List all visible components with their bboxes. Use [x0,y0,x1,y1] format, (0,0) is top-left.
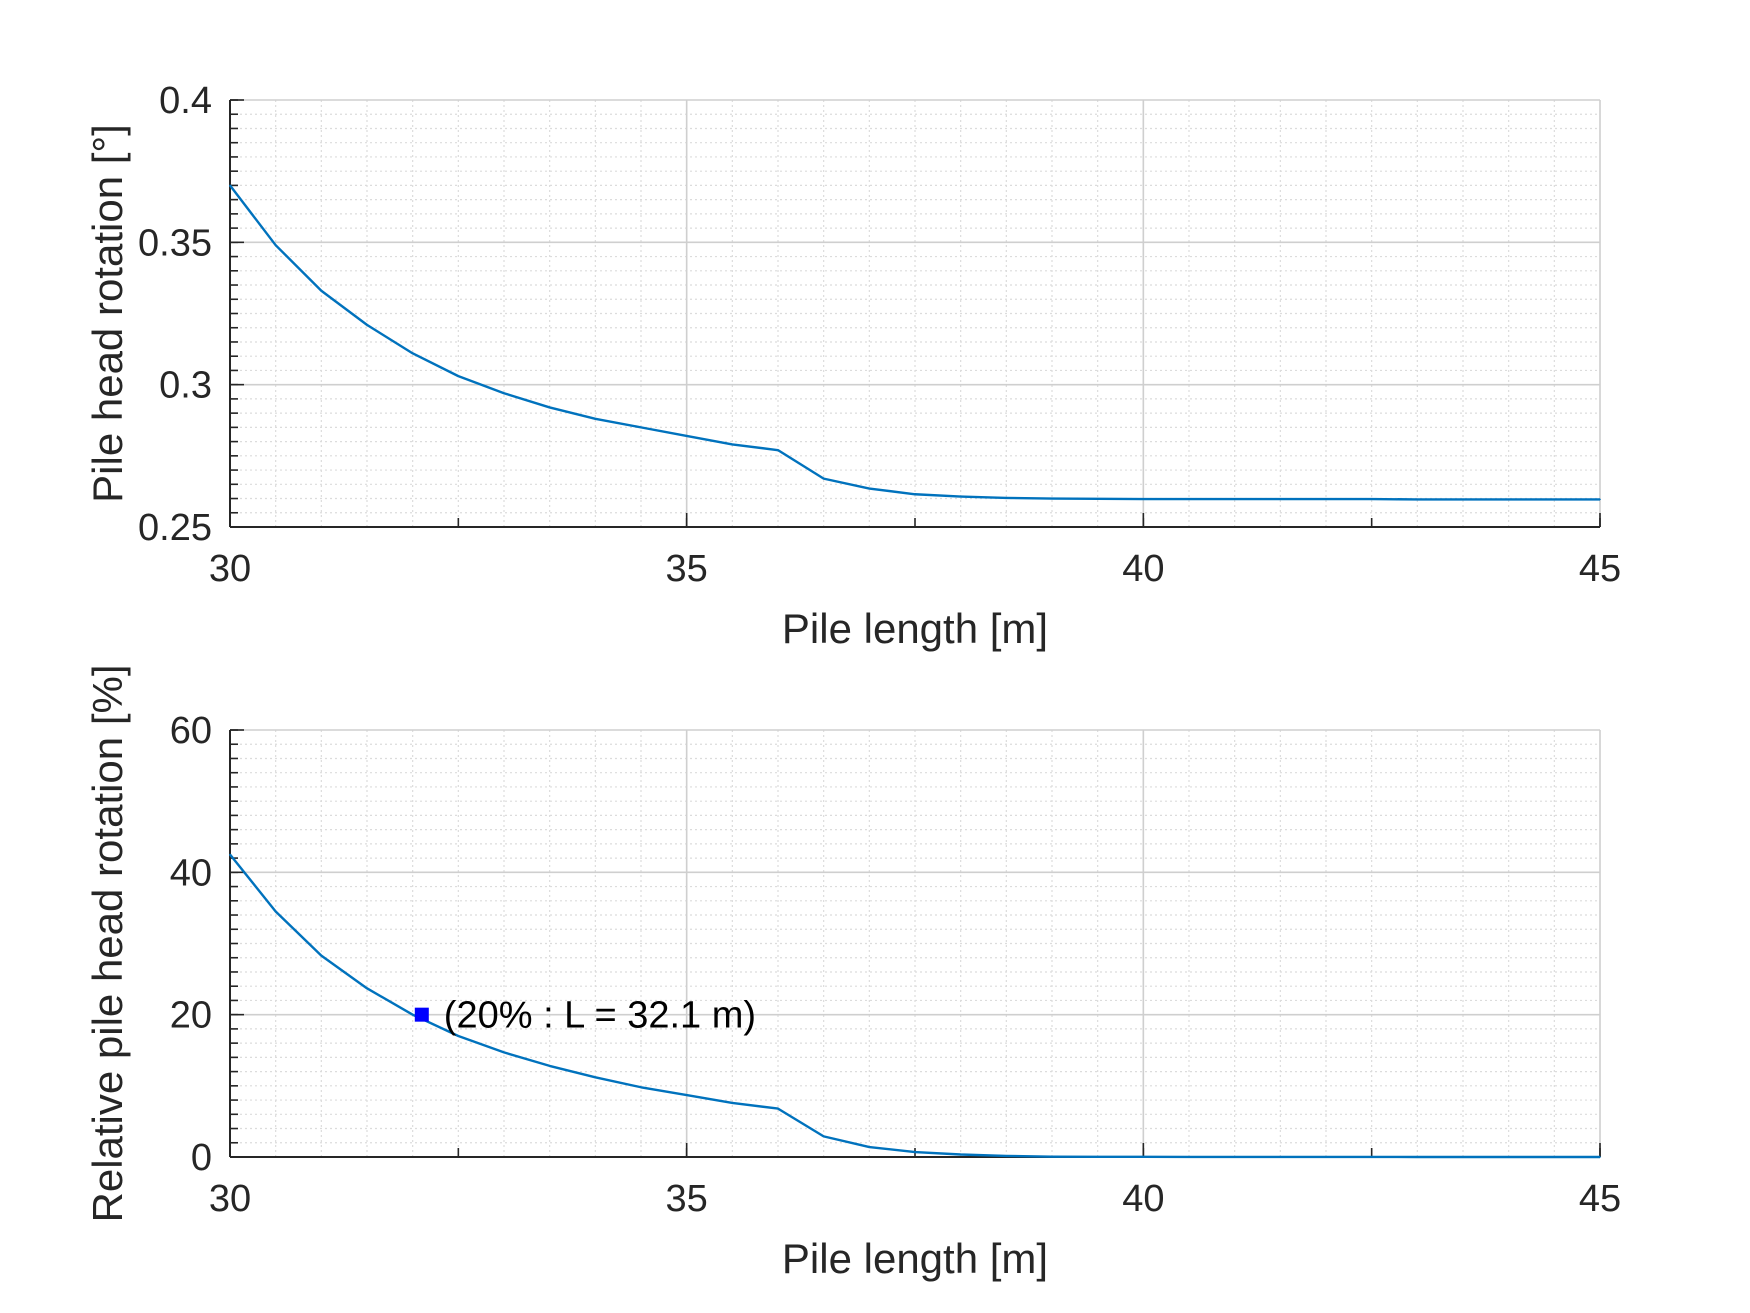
data-point [1051,497,1053,500]
data-point [731,443,734,446]
y-tick-label: 20 [170,995,212,1037]
minor-grid [230,730,1600,1157]
data-point [1142,498,1145,500]
data-point [457,1035,460,1037]
data-point [274,244,277,246]
data-point [822,1135,825,1138]
x-tick-label: 35 [666,1178,708,1220]
annotation-label: (20% : L = 32.1 m) [444,995,756,1037]
data-point [594,1076,597,1079]
data-point [1188,1156,1190,1158]
data-point [1096,498,1099,500]
data-point [959,495,962,498]
major-grid [229,99,1601,528]
axis-ticks [229,99,1601,528]
x-axis-label: Pile length [m] [782,1235,1048,1282]
data-point [1462,498,1464,501]
data-point [366,987,368,990]
data-point [731,1102,734,1104]
axis-ticks [229,729,1601,1158]
data-point [685,1094,688,1096]
y-tick-label: 60 [170,710,212,752]
data-point [1416,1156,1419,1158]
data-point [914,1151,916,1153]
y-tick-label: 0.35 [138,222,212,264]
data-point [914,493,916,496]
minor-grid [230,100,1600,527]
data-point [1005,497,1008,499]
data-point [868,1146,871,1148]
data-point [320,954,323,957]
data-point [1370,1156,1373,1158]
data-point [1507,1156,1510,1158]
y-tick-label: 40 [170,852,212,894]
data-point [1553,498,1556,501]
data-point [868,487,871,490]
y-tick-label: 0.25 [138,507,212,549]
data-point [640,1086,642,1089]
y-tick-label: 0 [191,1137,212,1179]
x-tick-label: 30 [209,548,251,590]
data-point [1279,1156,1282,1158]
subplot-1: 30 35 40 45 0.25 0.3 0.35 0.4 Pile length [m] Pil… [84,80,1621,652]
x-tick-label: 45 [1579,548,1621,590]
data-point [320,289,323,292]
data-point [1051,1155,1053,1158]
data-point [822,477,825,480]
data-point [1462,1156,1464,1158]
data-point [1325,498,1327,500]
annotation-marker [414,1007,429,1022]
data-point [503,1051,505,1054]
data-point [1142,1156,1145,1158]
data-point [1233,1156,1236,1158]
data-point [229,853,231,856]
data-point [411,1013,414,1016]
data-point [640,426,642,429]
data-point [1188,498,1190,500]
data-point [1096,1155,1099,1158]
data-point [959,1153,962,1156]
data-point [229,184,231,187]
data-point [503,392,505,395]
data-point [1370,498,1373,500]
x-tick-label: 40 [1122,1178,1164,1220]
y-tick-label: 0.3 [159,365,212,407]
data-point [457,375,460,377]
x-tick-label: 40 [1122,548,1164,590]
data-point [274,910,277,913]
y-axis-label: Pile head rotation [°] [84,124,131,503]
data-point [1507,498,1510,501]
data-point [1325,1156,1327,1158]
data-point [411,352,414,355]
y-tick-label: 0.4 [159,80,212,122]
data-point [1005,1155,1008,1157]
x-tick-label: 30 [209,1178,251,1220]
data-point [1279,498,1282,500]
data-point [1553,1156,1556,1158]
data-point [777,1107,779,1110]
data-point [594,418,597,420]
subplot-2: 30 35 40 45 0 20 40 60 Pile length [m] Relative p… [84,665,1621,1283]
data-point [777,449,779,451]
x-tick-label: 35 [666,548,708,590]
data-point [1599,1156,1601,1158]
data-point [548,1065,551,1067]
y-axis-label: Relative pile head rotation [%] [84,665,131,1223]
data-point [1599,498,1601,501]
data-point [685,435,688,437]
x-tick-label: 45 [1579,1178,1621,1220]
data-point [1233,498,1236,500]
data-point [1416,498,1419,501]
data-point [366,324,368,326]
x-axis-label: Pile length [m] [782,605,1048,652]
data-point [548,406,551,409]
